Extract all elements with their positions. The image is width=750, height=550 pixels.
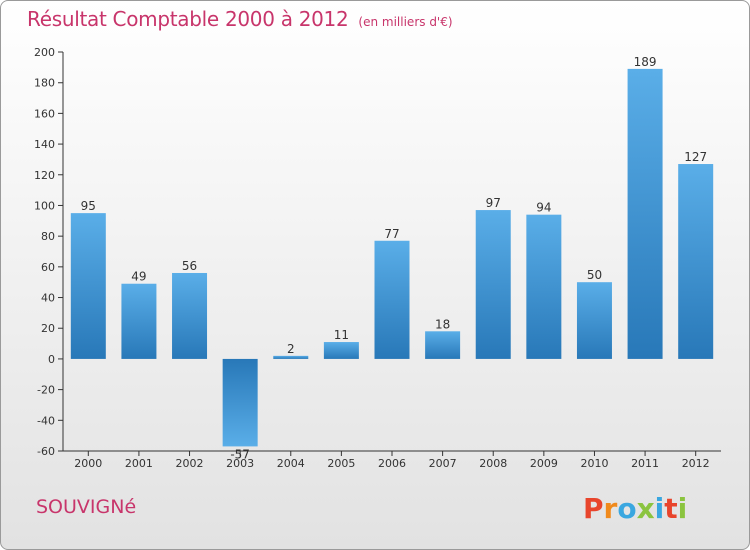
bars xyxy=(70,68,714,447)
y-tick-label: 180 xyxy=(34,77,55,90)
chart-unit-label: (en milliers d'€) xyxy=(358,15,453,29)
x-tick-label: 2003 xyxy=(226,457,254,470)
logo-letter: P xyxy=(583,492,604,525)
x-tick-label: 2004 xyxy=(277,457,305,470)
data-label: 18 xyxy=(435,317,450,331)
logo-letter: x xyxy=(637,492,655,525)
bar xyxy=(172,272,208,359)
x-axis: 2000 2001 2002 2003 2004 2005 2006 2007 2008 2009… xyxy=(63,450,721,470)
data-label: 95 xyxy=(81,199,96,213)
data-label: 50 xyxy=(587,268,602,282)
y-tick-label: -60 xyxy=(37,445,55,458)
chart-title-text: Résultat Comptable 2000 à 2012 xyxy=(27,7,349,31)
data-label: 189 xyxy=(634,55,657,69)
logo-letter: i xyxy=(678,492,688,525)
bar xyxy=(627,68,663,359)
data-label: 49 xyxy=(131,270,146,284)
logo-letter: r xyxy=(604,492,618,525)
commune-name: SOUVIGNé xyxy=(36,496,137,518)
y-tick-label: 0 xyxy=(48,353,55,366)
x-tick-label: 2010 xyxy=(580,457,608,470)
proxiti-logo: Proxiti xyxy=(583,492,687,525)
y-tick-label: 200 xyxy=(34,46,55,59)
x-tick-label: 2001 xyxy=(125,457,153,470)
y-tick-label: 40 xyxy=(41,292,55,305)
logo-letter: t xyxy=(664,492,677,525)
y-tick-label: 20 xyxy=(41,322,55,335)
logo-letter: o xyxy=(617,492,636,525)
x-tick-label: 2006 xyxy=(378,457,406,470)
bar xyxy=(475,210,511,359)
bar xyxy=(222,358,258,447)
y-tick-label: 80 xyxy=(41,230,55,243)
y-tick-label: 140 xyxy=(34,138,55,151)
proxiti-logo-text: Proxiti xyxy=(583,492,687,525)
data-label: 97 xyxy=(486,196,501,210)
bar xyxy=(678,164,714,359)
bar xyxy=(273,355,309,359)
logo-letter: i xyxy=(655,492,665,525)
bar xyxy=(526,214,562,359)
data-label: 77 xyxy=(384,227,399,241)
x-tick-label: 2002 xyxy=(176,457,204,470)
bar xyxy=(323,342,359,359)
x-tick-label: 2000 xyxy=(74,457,102,470)
data-label: 2 xyxy=(287,342,295,356)
y-tick-label: 120 xyxy=(34,169,55,182)
y-tick-label: -20 xyxy=(37,384,55,397)
chart-title: Résultat Comptable 2000 à 2012 (en millie… xyxy=(27,7,453,31)
data-label: 11 xyxy=(334,328,349,342)
data-label: 94 xyxy=(536,201,551,215)
x-tick-label: 2005 xyxy=(327,457,355,470)
bar xyxy=(374,240,410,359)
data-label: 127 xyxy=(684,150,707,164)
y-tick-label: 100 xyxy=(34,199,55,212)
y-axis: -60 -40 -20 0 20 40 60 80 100 120 140 160 180 200 xyxy=(34,46,64,458)
x-tick-label: 2011 xyxy=(631,457,659,470)
data-label: 56 xyxy=(182,259,197,273)
y-tick-label: 160 xyxy=(34,107,55,120)
x-tick-label: 2012 xyxy=(682,457,710,470)
y-tick-label: -40 xyxy=(37,414,55,427)
bar xyxy=(121,283,157,359)
x-tick-label: 2009 xyxy=(530,457,558,470)
x-tick-label: 2008 xyxy=(479,457,507,470)
bar xyxy=(576,282,612,359)
y-tick-label: 60 xyxy=(41,261,55,274)
bar xyxy=(425,331,461,359)
data-label: -57 xyxy=(230,447,250,461)
x-tick-label: 2007 xyxy=(429,457,457,470)
data-labels: 95 49 56 -57 2 11 77 18 97 94 50 189 127 xyxy=(81,55,707,462)
bar xyxy=(70,213,106,359)
